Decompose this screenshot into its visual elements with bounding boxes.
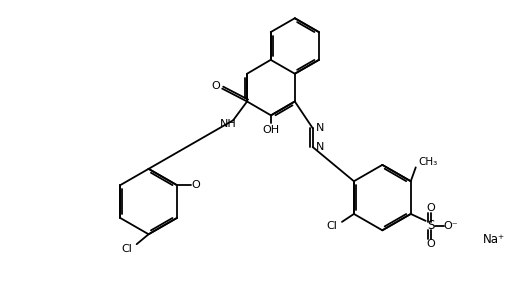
Text: O: O xyxy=(212,80,221,91)
Text: NH: NH xyxy=(220,119,237,129)
Text: O: O xyxy=(426,239,435,249)
Text: O: O xyxy=(426,203,435,213)
Text: Cl: Cl xyxy=(121,244,132,254)
Text: N: N xyxy=(316,123,324,133)
Text: O⁻: O⁻ xyxy=(443,221,458,231)
Text: Na⁺: Na⁺ xyxy=(483,233,505,246)
Text: Cl: Cl xyxy=(326,221,337,231)
Text: CH₃: CH₃ xyxy=(419,157,438,167)
Text: O: O xyxy=(192,180,200,190)
Text: S: S xyxy=(427,219,434,232)
Text: N: N xyxy=(316,142,324,152)
Text: OH: OH xyxy=(263,125,280,135)
